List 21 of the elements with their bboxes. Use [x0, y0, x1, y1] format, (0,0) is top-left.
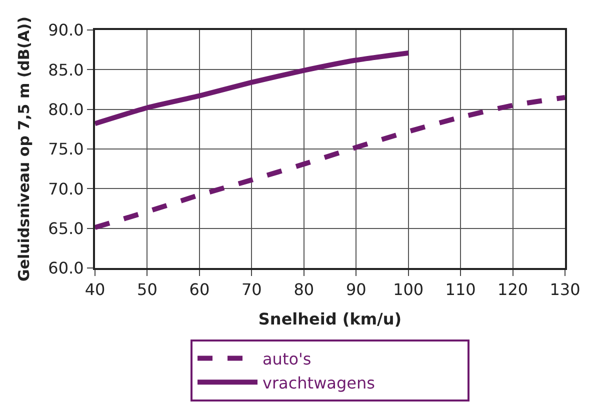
x-tick-label: 100	[393, 280, 424, 300]
x-tick-label: 120	[498, 280, 528, 300]
x-tick-label: 130	[550, 280, 580, 300]
legend-label: auto's	[262, 350, 312, 369]
y-tick-label: 65.0	[48, 218, 84, 238]
legend-label: vrachtwagens	[262, 373, 375, 392]
x-tick-label: 50	[137, 280, 158, 300]
y-tick-label: 75.0	[48, 140, 84, 159]
x-tick-label: 80	[294, 280, 314, 300]
y-tick-label: 80.0	[48, 100, 84, 119]
y-tick-label: 90.0	[48, 20, 84, 40]
x-tick-label: 90	[346, 280, 366, 300]
x-tick-label: 110	[445, 280, 476, 300]
y-tick-label: 60.0	[48, 258, 84, 278]
y-tick-label: 70.0	[48, 179, 84, 198]
x-tick-label: 70	[241, 280, 262, 300]
y-tick-label: 85.0	[48, 60, 84, 80]
x-tick-label: 40	[84, 280, 106, 300]
x-axis-title: Snelheid (km/u)	[258, 309, 402, 328]
x-tick-label: 60	[189, 280, 210, 300]
y-axis-title: Geluidsniveau op 7,5 m (dB(A))	[14, 16, 33, 282]
